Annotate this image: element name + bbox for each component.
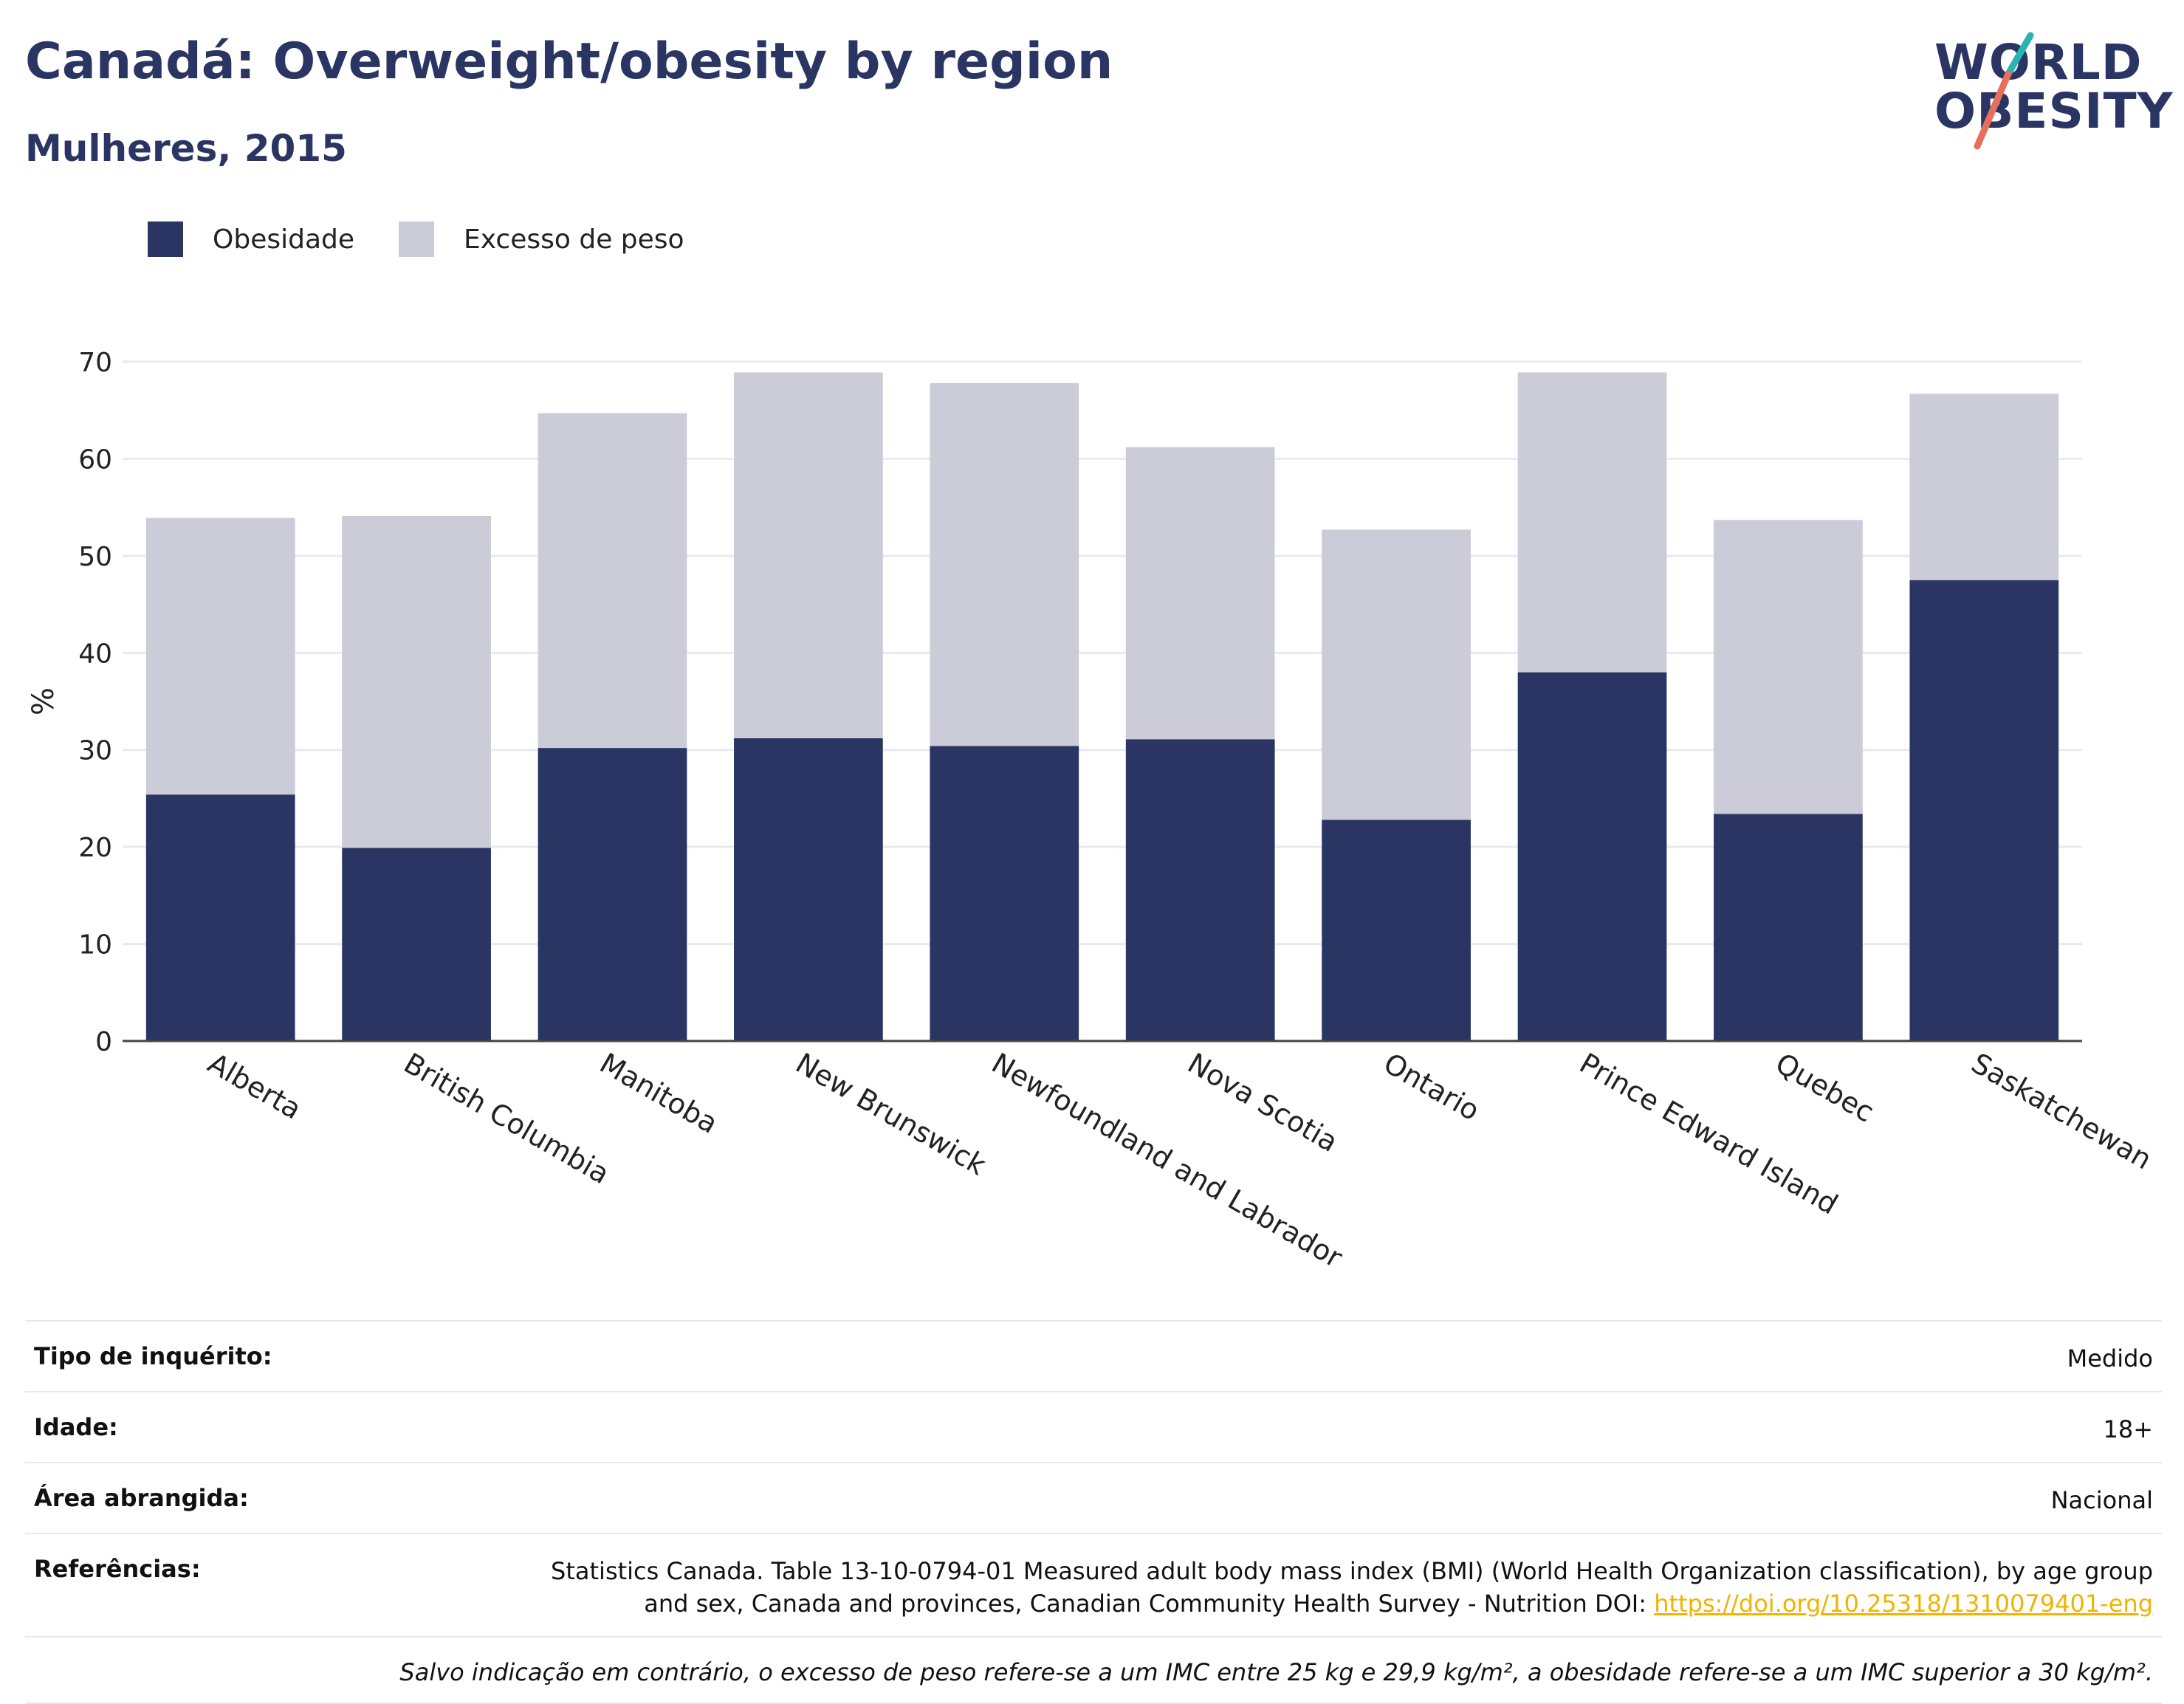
x-tick-label: Saskatchewan (1966, 1047, 2157, 1176)
y-tick-label: 10 (78, 930, 112, 961)
x-tick-label: Newfoundland and Labrador (986, 1047, 1348, 1274)
meta-row-age: Idade: 18+ (25, 1391, 2162, 1462)
logo-line-2: OBESITY (1934, 83, 2174, 140)
meta-row-area: Área abrangida: Nacional (25, 1462, 2162, 1533)
x-tick-label: Alberta (202, 1047, 306, 1126)
x-tick-label: Ontario (1378, 1047, 1486, 1127)
y-tick-label: 30 (78, 736, 112, 766)
y-tick-label: 40 (78, 639, 112, 669)
definition-note: Salvo indicação em contrário, o excesso … (399, 1658, 2153, 1686)
meta-row-note: Salvo indicação em contrário, o excesso … (25, 1636, 2162, 1704)
meta-value: Medido (2067, 1344, 2153, 1373)
page-subtitle: Mulheres, 2015 (25, 127, 347, 170)
bar-overweight (538, 413, 687, 749)
meta-row-survey: Tipo de inquérito: Medido (25, 1320, 2162, 1391)
logo-line-1: WORLD (1934, 34, 2143, 91)
world-obesity-logo: WORLD OBESITY (1920, 30, 2174, 162)
legend-swatch-overweight (399, 221, 435, 257)
bar-overweight (1517, 372, 1667, 673)
reference-text: Statistics Canada. Table 13-10-0794-01 M… (551, 1557, 2153, 1618)
meta-key: Idade: (34, 1413, 118, 1441)
x-tick-label: New Brunswick (790, 1047, 991, 1182)
reference-doi-link[interactable]: https://doi.org/10.25318/1310079401-eng (1654, 1590, 2153, 1618)
meta-row-references: Referências: Statistics Canada. Table 13… (25, 1533, 2162, 1636)
bar-overweight (1714, 520, 1863, 814)
bar-obesity (538, 748, 687, 1041)
legend-label-overweight: Excesso de peso (464, 224, 684, 255)
legend-label-obesity: Obesidade (213, 224, 355, 255)
chart-legend: Obesidade Excesso de peso (148, 220, 729, 258)
meta-key: Referências: (34, 1555, 201, 1583)
y-tick-label: 0 (95, 1027, 112, 1057)
meta-key: Tipo de inquérito: (34, 1342, 272, 1370)
bar-obesity (145, 794, 295, 1041)
metadata-table: Tipo de inquérito: Medido Idade: 18+ Áre… (25, 1320, 2162, 1704)
bar-overweight (1909, 394, 2059, 580)
bar-overweight (1125, 447, 1275, 740)
y-tick-label: 50 (78, 542, 112, 572)
bar-overweight (145, 518, 295, 795)
bar-obesity (1322, 820, 1471, 1041)
bar-overweight (342, 515, 491, 848)
bar-obesity (1125, 739, 1275, 1041)
x-tick-label: British Columbia (399, 1047, 615, 1191)
x-tick-label: Quebec (1770, 1047, 1879, 1129)
meta-key: Área abrangida: (34, 1484, 249, 1512)
meta-value: Statistics Canada. Table 13-10-0794-01 M… (499, 1555, 2153, 1620)
x-tick-label: Manitoba (594, 1047, 724, 1140)
bar-obesity (930, 746, 1079, 1041)
y-tick-label: 70 (78, 348, 112, 378)
meta-value: Nacional (2050, 1486, 2153, 1514)
page-title: Canadá: Overweight/obesity by region (25, 32, 1113, 91)
y-tick-label: 60 (78, 444, 112, 475)
bar-overweight (1322, 529, 1471, 820)
bar-overweight (734, 372, 883, 738)
bar-overweight (930, 382, 1079, 746)
y-tick-label: 20 (78, 833, 112, 863)
bar-chart: 0 10 20 30 40 50 60 70% Alberta British ColumbiaM… (27, 348, 2157, 1274)
bar-obesity (734, 738, 883, 1041)
legend-swatch-obesity (148, 221, 183, 257)
bar-obesity (1517, 672, 1667, 1041)
x-tick-label: Nova Scotia (1182, 1047, 1343, 1158)
meta-value: 18+ (2103, 1415, 2153, 1443)
y-axis-label: % (27, 687, 61, 715)
bar-obesity (1714, 814, 1863, 1041)
bar-obesity (1909, 580, 2059, 1041)
bar-obesity (342, 848, 491, 1041)
logo-slash-icon (1974, 32, 2034, 150)
